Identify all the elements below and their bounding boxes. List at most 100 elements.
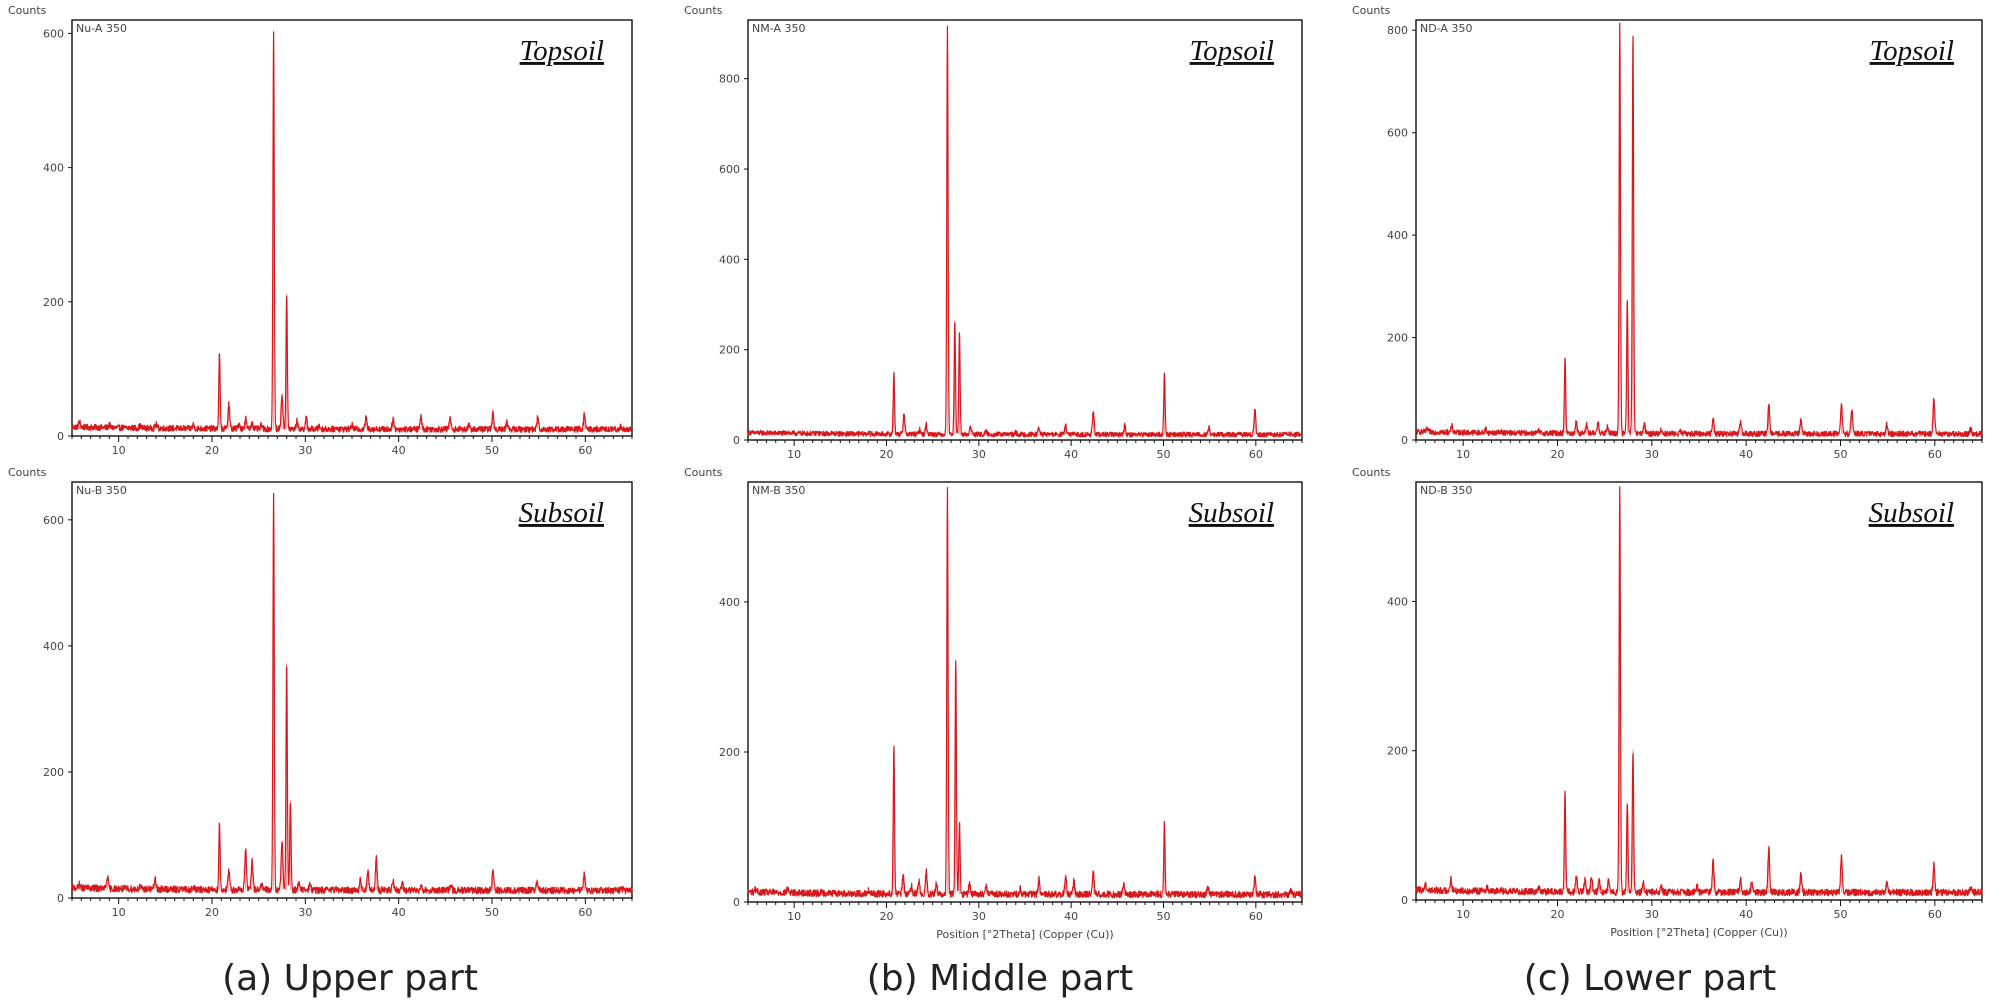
y-tick-label: 0 bbox=[1401, 894, 1408, 907]
x-tick-label: 30 bbox=[1645, 448, 1659, 461]
y-tick-label: 0 bbox=[1401, 434, 1408, 447]
sample-label: NM-A 350 bbox=[752, 22, 805, 35]
x-tick-label: 10 bbox=[787, 910, 801, 923]
x-tick-label: 10 bbox=[1456, 908, 1470, 921]
soil-label: Subsoil bbox=[1869, 497, 1954, 529]
x-tick-label: 40 bbox=[1064, 910, 1078, 923]
soil-label: Subsoil bbox=[519, 497, 604, 529]
x-tick-label: 60 bbox=[1928, 908, 1942, 921]
caption-middle-part: (b) Middle part bbox=[866, 958, 1134, 999]
panel-nm-a-350: Counts NM-A 350 Topsoil 0 200 400 600 800 10 20 30… bbox=[684, 4, 1303, 461]
x-tick-label: 50 bbox=[485, 444, 499, 457]
soil-label: Topsoil bbox=[1870, 35, 1954, 67]
x-tick-label: 60 bbox=[578, 906, 592, 919]
sample-label: NM-B 350 bbox=[752, 484, 805, 497]
x-tick-label: 10 bbox=[112, 906, 126, 919]
y-axis-label: Counts bbox=[684, 466, 723, 479]
y-axis-label: Counts bbox=[1352, 466, 1391, 479]
x-tick-label: 10 bbox=[1456, 448, 1470, 461]
y-tick-label: 0 bbox=[57, 892, 64, 905]
x-tick-label: 20 bbox=[880, 910, 894, 923]
y-tick-label: 400 bbox=[719, 596, 740, 609]
y-tick-label: 600 bbox=[719, 163, 740, 176]
xrd-trace bbox=[1415, 486, 1983, 897]
x-tick-label: 60 bbox=[578, 444, 592, 457]
y-tick-label: 400 bbox=[1387, 595, 1408, 608]
plot-frame bbox=[71, 481, 633, 899]
soil-label: Topsoil bbox=[520, 35, 604, 67]
y-tick-label: 200 bbox=[1387, 332, 1408, 345]
x-tick-label: 40 bbox=[392, 444, 406, 457]
y-axis-label: Counts bbox=[1352, 4, 1391, 17]
x-tick-label: 10 bbox=[787, 448, 801, 461]
y-tick-label: 0 bbox=[733, 896, 740, 909]
x-tick-label: 20 bbox=[205, 906, 219, 919]
y-tick-label: 400 bbox=[1387, 229, 1408, 242]
x-tick-label: 20 bbox=[205, 444, 219, 457]
xrd-trace bbox=[71, 31, 633, 433]
y-tick-label: 600 bbox=[43, 514, 64, 527]
sample-label: ND-A 350 bbox=[1420, 22, 1472, 35]
x-tick-label: 60 bbox=[1928, 448, 1942, 461]
plot-frame bbox=[71, 19, 633, 437]
y-tick-label: 0 bbox=[733, 434, 740, 447]
y-tick-label: 200 bbox=[43, 766, 64, 779]
xrd-trace bbox=[747, 26, 1303, 438]
x-tick-label: 60 bbox=[1249, 910, 1263, 923]
x-tick-label: 30 bbox=[972, 910, 986, 923]
sample-label: Nu-A 350 bbox=[76, 22, 127, 35]
plot-frame bbox=[1415, 19, 1983, 441]
plot-frame bbox=[747, 19, 1303, 441]
panel-nd-b-350: Counts ND-B 350 Subsoil 0 200 400 10 20 30 40 50 60… bbox=[1352, 466, 1983, 939]
caption-upper-part: (a) Upper part bbox=[222, 958, 478, 999]
panel-nu-a-350: Counts Nu-A 350 Topsoil 0 200 400 600 10 20 30 40 5… bbox=[8, 4, 633, 457]
x-axis-label: Position [°2Theta] (Copper (Cu)) bbox=[1610, 926, 1787, 939]
x-tick-label: 50 bbox=[1157, 448, 1171, 461]
x-tick-label: 60 bbox=[1249, 448, 1263, 461]
y-tick-label: 0 bbox=[57, 430, 64, 443]
y-tick-label: 400 bbox=[719, 253, 740, 266]
y-tick-label: 600 bbox=[1387, 127, 1408, 140]
panel-nu-b-350: Counts Nu-B 350 Subsoil 0 200 400 600 10 20 30 40 5… bbox=[8, 466, 633, 919]
sample-label: Nu-B 350 bbox=[76, 484, 127, 497]
panel-nm-b-350: Counts NM-B 350 Subsoil 0 200 400 10 20 30 40 50 60… bbox=[684, 466, 1303, 941]
sample-label: ND-B 350 bbox=[1420, 484, 1472, 497]
x-axis-label: Position [°2Theta] (Copper (Cu)) bbox=[936, 928, 1113, 941]
y-axis-label: Counts bbox=[8, 4, 47, 17]
y-axis-label: Counts bbox=[8, 466, 47, 479]
y-tick-label: 200 bbox=[719, 344, 740, 357]
x-tick-label: 20 bbox=[1551, 908, 1565, 921]
y-tick-label: 800 bbox=[719, 73, 740, 86]
x-tick-label: 50 bbox=[1157, 910, 1171, 923]
x-tick-label: 40 bbox=[1739, 448, 1753, 461]
y-axis-label: Counts bbox=[684, 4, 723, 17]
x-tick-label: 40 bbox=[1064, 448, 1078, 461]
x-tick-label: 30 bbox=[1645, 908, 1659, 921]
plot-frame bbox=[1415, 481, 1983, 901]
soil-label: Subsoil bbox=[1189, 497, 1274, 529]
x-tick-label: 40 bbox=[1739, 908, 1753, 921]
xrd-trace bbox=[1415, 22, 1983, 438]
xrd-trace bbox=[71, 492, 633, 895]
x-tick-label: 20 bbox=[1551, 448, 1565, 461]
x-tick-label: 20 bbox=[880, 448, 894, 461]
panel-nd-a-350: Counts ND-A 350 Topsoil 0 200 400 600 800 10 20 30… bbox=[1352, 4, 1983, 461]
y-tick-label: 400 bbox=[43, 162, 64, 175]
x-tick-label: 50 bbox=[1834, 908, 1848, 921]
plot-frame bbox=[747, 481, 1303, 903]
y-tick-label: 600 bbox=[43, 27, 64, 40]
y-tick-label: 200 bbox=[43, 296, 64, 309]
y-tick-label: 200 bbox=[719, 746, 740, 759]
x-tick-label: 30 bbox=[972, 448, 986, 461]
x-tick-label: 10 bbox=[112, 444, 126, 457]
x-tick-label: 30 bbox=[298, 906, 312, 919]
x-tick-label: 40 bbox=[392, 906, 406, 919]
soil-label: Topsoil bbox=[1190, 35, 1274, 67]
x-tick-label: 50 bbox=[1834, 448, 1848, 461]
caption-lower-part: (c) Lower part bbox=[1523, 958, 1777, 999]
xrd-trace bbox=[747, 487, 1303, 899]
x-tick-label: 50 bbox=[485, 906, 499, 919]
y-tick-label: 400 bbox=[43, 640, 64, 653]
x-tick-label: 30 bbox=[298, 444, 312, 457]
